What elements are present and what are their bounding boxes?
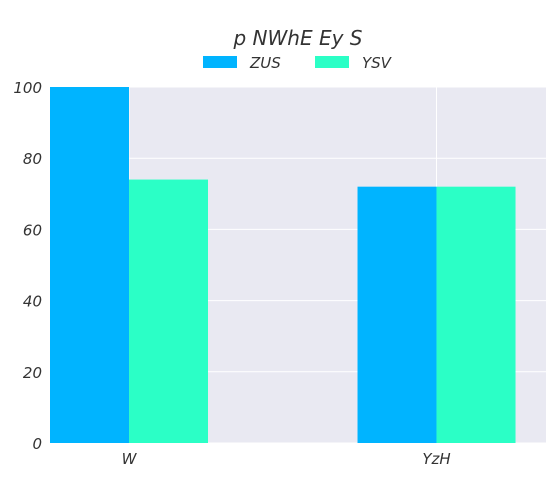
x-tick-label: YzH [422, 450, 450, 468]
x-axis-ticks: W YzH [122, 450, 451, 468]
bar-zus-yzh [357, 186, 437, 443]
legend-swatch-ysv [315, 56, 349, 68]
chart-title: p NWhE Ey S [233, 26, 363, 50]
bars [50, 87, 516, 443]
y-tick-label: 20 [23, 364, 42, 382]
y-tick-label: 100 [13, 79, 42, 97]
bar-ysv-yzh [436, 186, 516, 443]
y-axis-ticks: 0 20 40 60 80 100 [13, 79, 42, 453]
x-tick-label: W [122, 450, 138, 468]
y-tick-label: 80 [23, 150, 42, 168]
legend-swatch-zus [203, 56, 237, 68]
y-tick-label: 0 [32, 435, 42, 453]
legend-label-ysv: YSV [362, 54, 393, 72]
legend-label-zus: ZUS [249, 54, 281, 72]
legend: ZUS YSV [203, 54, 393, 72]
y-tick-label: 60 [23, 221, 42, 239]
bar-ysv-w [129, 179, 208, 443]
y-tick-label: 40 [23, 293, 42, 311]
bar-zus-w [50, 87, 129, 443]
